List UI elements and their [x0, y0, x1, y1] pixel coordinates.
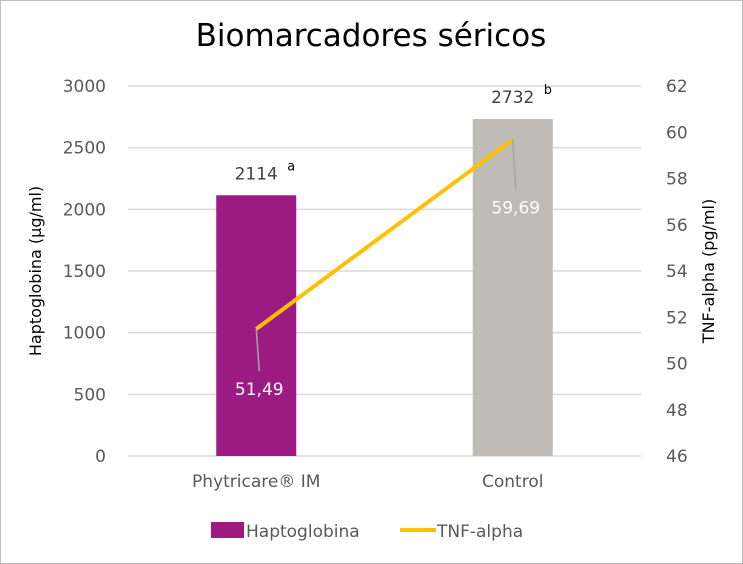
y2-tick-label: 48: [666, 401, 688, 421]
bar-data-label: 2114: [235, 164, 278, 184]
x-tick-label: Control: [482, 472, 543, 492]
y2-tick-label: 50: [666, 355, 688, 375]
y2-tick-label: 46: [666, 447, 688, 467]
y2-tick-label: 58: [666, 170, 688, 190]
y-tick-label: 2000: [63, 200, 106, 220]
y-tick-label: 1500: [63, 262, 106, 282]
y2-tick-label: 60: [666, 123, 688, 143]
bar-data-label: 2732: [491, 88, 534, 108]
y-tick-label: 0: [95, 447, 106, 467]
line-data-label: 59,69: [491, 198, 540, 218]
y2-tick-label: 56: [666, 216, 688, 236]
y2-tick-label: 54: [666, 262, 688, 282]
y-tick-label: 500: [74, 385, 106, 405]
y-tick-label: 2500: [63, 139, 106, 159]
y2-tick-label: 52: [666, 308, 688, 328]
significance-superscript: a: [287, 159, 295, 174]
significance-superscript: b: [544, 83, 552, 98]
data-label-leader: [512, 139, 517, 190]
legend: Haptoglobina TNF-alpha: [211, 522, 523, 542]
legend-label-tnf-alpha: TNF-alpha: [436, 522, 523, 542]
y2-tick-label: 62: [666, 77, 688, 97]
y-tick-label: 3000: [63, 77, 106, 97]
y2-axis-label: TNF-alpha (pg/ml): [699, 199, 718, 344]
line-data-label: 51,49: [235, 380, 284, 400]
bar-control: [472, 119, 553, 456]
x-tick-label: Phytricare® IM: [192, 472, 320, 492]
y-axis-label: Haptoglobina (µg/ml): [26, 186, 45, 356]
y-tick-label: 1000: [63, 324, 106, 344]
data-label-leader: [255, 328, 260, 372]
legend-label-haptoglobina: Haptoglobina: [246, 522, 360, 542]
chart-title: Biomarcadores séricos: [196, 18, 547, 54]
tnf-alpha-line: [255, 137, 514, 331]
legend-swatch-haptoglobina: [211, 522, 244, 538]
bar-phytricare: [216, 195, 297, 457]
